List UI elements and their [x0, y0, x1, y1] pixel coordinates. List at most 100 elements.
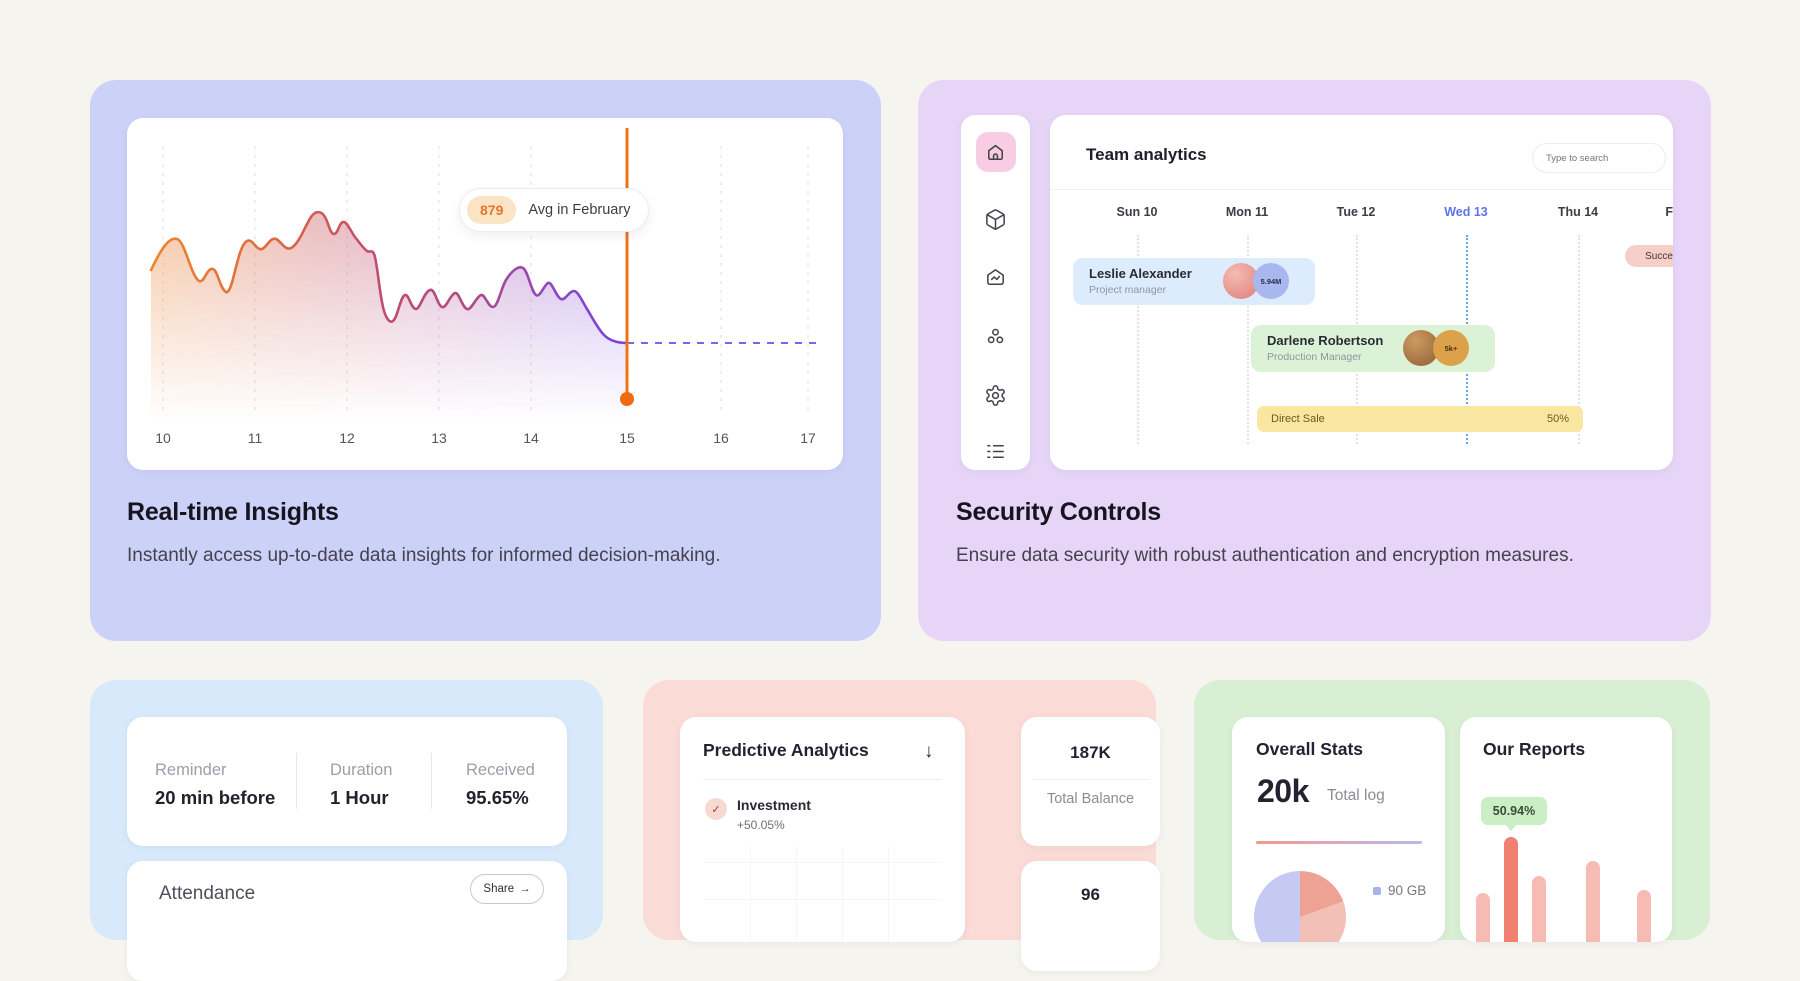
- total-log-label: Total log: [1327, 787, 1385, 804]
- score-value: 96: [1081, 885, 1100, 904]
- attendance-label: Attendance: [159, 883, 256, 904]
- team-analytics-panel: Team analytics Sun 10 Mon 11 Tue 12 Wed …: [1050, 115, 1673, 470]
- cube-icon[interactable]: [976, 199, 1016, 239]
- bar-tooltip: 50.94%: [1481, 797, 1547, 825]
- day-column: Tue 12: [1336, 205, 1376, 219]
- member-role: Project manager: [1089, 284, 1167, 296]
- home-icon[interactable]: [975, 132, 1016, 172]
- metric-badge: 5.94M: [1253, 263, 1289, 299]
- insights-chart-panel: 879 Avg in February 10 11 12 13 14 15 16…: [127, 118, 843, 470]
- grid-line: [1137, 235, 1139, 444]
- settings-icon[interactable]: [976, 375, 1016, 415]
- task-progress: 50%: [1546, 413, 1569, 425]
- insights-feature-card: 879 Avg in February 10 11 12 13 14 15 16…: [90, 80, 881, 641]
- storage-pie-chart: [1254, 871, 1346, 942]
- stat-label: Reminder: [155, 761, 227, 779]
- panel-title: Team analytics: [1086, 145, 1207, 164]
- feature-subtitle: Ensure data security with robust authent…: [956, 545, 1574, 566]
- grid-line: [1247, 235, 1249, 444]
- schedule-item-darlene[interactable]: Darlene Robertson Production Manager 5k+: [1251, 325, 1495, 372]
- divider: [1033, 779, 1148, 780]
- schedule-item-leslie[interactable]: Leslie Alexander Project manager 5.94M: [1073, 258, 1315, 305]
- status-badge: Success: [1625, 245, 1673, 267]
- day-column: Mon 11: [1225, 205, 1269, 219]
- x-tick: 15: [619, 430, 635, 446]
- chart-tooltip: 879 Avg in February: [459, 188, 650, 232]
- report-bar: [1476, 893, 1490, 942]
- tasks-icon[interactable]: [976, 431, 1016, 471]
- marker-dot: [620, 392, 634, 406]
- feature-title: Real-time Insights: [127, 498, 339, 526]
- team-icon[interactable]: [976, 316, 1016, 356]
- predictive-analytics-panel: Predictive Analytics ↓ ✓ Investment +50.…: [680, 717, 965, 942]
- stat-value: 95.65%: [466, 787, 529, 808]
- gradient-divider: [1256, 841, 1422, 844]
- report-bar: [1586, 861, 1600, 942]
- divider: [703, 779, 942, 780]
- arrow-right-icon: →: [519, 883, 531, 895]
- task-name: Direct Sale: [1271, 413, 1325, 425]
- panel-title: Predictive Analytics: [703, 740, 869, 760]
- grid-line: [704, 862, 942, 863]
- grid-line: [750, 847, 751, 942]
- share-button[interactable]: Share →: [470, 874, 544, 904]
- overall-stats-panel: Overall Stats 20k Total log 90 GB: [1232, 717, 1445, 942]
- reminder-feature-card: Reminder 20 min before Duration 1 Hour R…: [90, 680, 603, 981]
- investment-change: +50.05%: [737, 818, 785, 832]
- score-panel: 96: [1021, 861, 1160, 971]
- tooltip-caret: [1504, 823, 1518, 831]
- stat-label: Duration: [330, 761, 393, 779]
- predictive-feature-card: Predictive Analytics ↓ ✓ Investment +50.…: [643, 680, 1160, 971]
- security-feature-card: Team analytics Sun 10 Mon 11 Tue 12 Wed …: [918, 80, 1711, 641]
- stat-value: 1 Hour: [330, 787, 389, 808]
- trend-icon[interactable]: [976, 257, 1016, 297]
- divider: [431, 753, 432, 809]
- panel-title: Our Reports: [1483, 739, 1586, 759]
- total-log-value: 20k: [1257, 773, 1309, 809]
- legend-dot: [1373, 886, 1381, 895]
- reminder-stats-panel: Reminder 20 min before Duration 1 Hour R…: [127, 717, 567, 846]
- report-bar: [1637, 890, 1651, 942]
- check-icon: ✓: [705, 798, 727, 820]
- share-button-label: Share: [483, 883, 515, 895]
- legend-label: 90 GB: [1388, 883, 1427, 898]
- x-tick: 11: [247, 430, 263, 446]
- balance-value: 187K: [1070, 743, 1111, 762]
- overview-feature-card: Overall Stats 20k Total log 90 GB Our Re…: [1194, 680, 1710, 942]
- balance-label: Total Balance: [1046, 791, 1135, 807]
- member-role: Production Manager: [1267, 351, 1362, 363]
- pie-legend: 90 GB: [1373, 883, 1426, 898]
- day-column: Fri 15: [1665, 205, 1673, 219]
- day-column: Sun 10: [1116, 205, 1158, 219]
- member-name: Darlene Robertson: [1267, 333, 1384, 348]
- metric-badge: 5k+: [1433, 330, 1469, 366]
- app-sidebar: [961, 115, 1030, 470]
- panel-title: Overall Stats: [1256, 739, 1363, 759]
- x-tick: 10: [155, 430, 171, 446]
- investment-label: Investment: [737, 797, 811, 813]
- report-bar: [1532, 876, 1546, 942]
- member-name: Leslie Alexander: [1089, 266, 1192, 281]
- tooltip-label: Avg in February: [528, 202, 631, 218]
- grid-line: [1578, 235, 1580, 444]
- feature-title: Security Controls: [956, 498, 1161, 526]
- attendance-panel: Attendance Share →: [127, 861, 567, 981]
- arrow-down-icon[interactable]: ↓: [924, 741, 934, 762]
- x-tick: 16: [713, 430, 729, 446]
- grid-line: [888, 847, 889, 942]
- day-column: Thu 14: [1557, 205, 1599, 219]
- x-tick: 13: [431, 430, 447, 446]
- stat-value: 20 min before: [155, 787, 276, 808]
- feature-subtitle: Instantly access up-to-date data insight…: [127, 545, 721, 566]
- x-tick: 12: [339, 430, 355, 446]
- total-balance-panel: 187K Total Balance: [1021, 717, 1160, 846]
- divider: [296, 753, 297, 809]
- x-tick: 14: [523, 430, 539, 446]
- grid-line: [842, 847, 843, 942]
- schedule-item-direct-sale[interactable]: Direct Sale 50%: [1257, 406, 1583, 432]
- grid-line: [796, 847, 797, 942]
- search-input[interactable]: [1532, 143, 1666, 173]
- report-bar-highlighted: [1504, 837, 1518, 942]
- stat-label: Received: [466, 761, 535, 779]
- day-column-active: Wed 13: [1444, 205, 1488, 219]
